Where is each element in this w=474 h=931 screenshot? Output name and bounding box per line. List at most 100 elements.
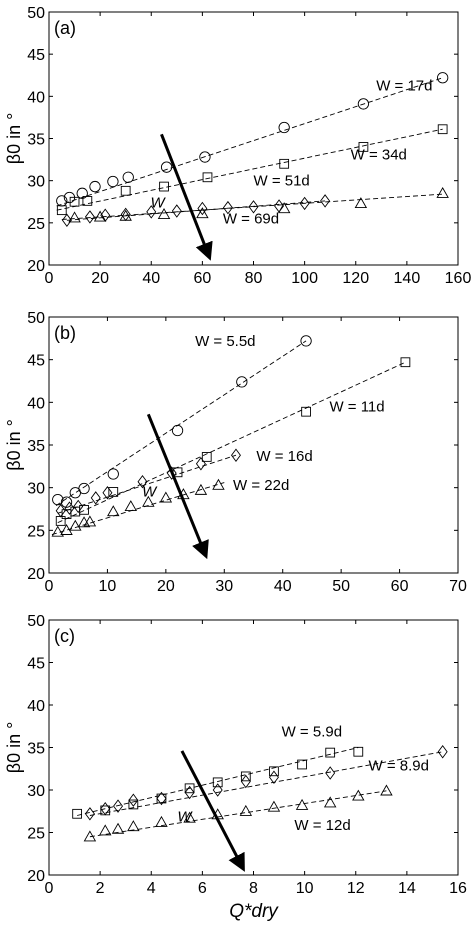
series-diamond: W = 8.9d xyxy=(84,745,448,821)
data-point xyxy=(212,783,223,797)
trend-arrow xyxy=(146,413,209,560)
data-point xyxy=(69,196,80,207)
trend-arrow xyxy=(180,750,245,872)
series-label: W = 69d xyxy=(223,211,279,228)
data-point xyxy=(83,830,97,842)
data-point xyxy=(159,491,173,503)
data-point xyxy=(137,474,148,489)
data-point xyxy=(184,785,195,800)
series-label: W = 22d xyxy=(233,477,289,494)
series-label: W = 11d xyxy=(329,399,384,416)
x-tick-label: 140 xyxy=(394,270,421,287)
data-point xyxy=(437,124,448,135)
x-tick-label: 30 xyxy=(215,578,233,595)
data-point xyxy=(352,789,365,801)
data-point xyxy=(301,406,311,417)
x-tick-label: 10 xyxy=(296,880,314,897)
data-point xyxy=(299,196,310,211)
x-tick-label: 16 xyxy=(449,880,467,897)
y-axis-label: β0 in ° xyxy=(4,419,24,471)
x-tick-label: 8 xyxy=(249,880,258,897)
data-point xyxy=(77,516,91,528)
series-label: W = 34d xyxy=(351,147,407,164)
data-point xyxy=(73,499,84,514)
fit-line xyxy=(51,482,225,536)
data-point xyxy=(240,774,251,789)
data-point xyxy=(157,208,171,220)
data-point xyxy=(295,798,309,810)
data-point xyxy=(277,202,291,214)
y-tick-label: 35 xyxy=(27,132,45,149)
x-tick-label: 60 xyxy=(193,270,211,287)
data-point xyxy=(113,799,123,813)
data-point xyxy=(84,210,95,224)
data-point xyxy=(72,808,82,819)
panel-label: (c) xyxy=(54,626,75,646)
data-point xyxy=(146,205,157,219)
series-label: W = 5.9d xyxy=(282,723,342,740)
fit-line xyxy=(57,361,406,524)
series-triangle: W = 12d xyxy=(83,784,393,842)
data-point xyxy=(111,822,125,834)
x-axis-label: Q*dry xyxy=(229,901,279,922)
data-point xyxy=(212,478,225,490)
x-tick-label: 12 xyxy=(347,880,365,897)
x-tick-label: 0 xyxy=(45,880,54,897)
series-label: W = 12d xyxy=(294,817,350,834)
data-point xyxy=(142,495,155,507)
x-tick-label: 120 xyxy=(342,270,369,287)
y-tick-label: 30 xyxy=(27,174,45,191)
data-point xyxy=(436,186,449,198)
data-point xyxy=(199,151,211,163)
data-point xyxy=(128,793,139,807)
y-tick-label: 40 xyxy=(27,395,45,412)
data-point xyxy=(122,171,134,183)
y-tick-label: 35 xyxy=(27,438,45,455)
chart-panel-2: 0 10 20 30 40 50 60 70 20 25 30 35 40 45 50 β0 in ° (b) W… xyxy=(4,310,467,595)
fit-line xyxy=(56,77,443,207)
x-tick-label: 10 xyxy=(99,578,117,595)
series-label: W = 16d xyxy=(256,448,312,465)
y-tick-label: 45 xyxy=(27,353,45,370)
data-point xyxy=(108,487,119,497)
data-point xyxy=(230,448,241,462)
y-tick-label: 50 xyxy=(27,5,45,22)
data-point xyxy=(279,158,290,169)
data-point xyxy=(300,335,312,347)
data-point xyxy=(267,800,281,812)
data-point xyxy=(82,196,93,206)
data-point xyxy=(120,185,131,196)
data-point xyxy=(354,197,368,209)
data-point xyxy=(357,98,370,110)
y-tick-label: 40 xyxy=(27,698,45,715)
x-tick-label: 50 xyxy=(332,578,350,595)
data-point xyxy=(83,515,97,527)
data-point xyxy=(325,766,336,780)
series-triangle: W = 69d xyxy=(61,186,449,228)
x-tick-label: 40 xyxy=(142,270,160,287)
fit-line xyxy=(57,454,237,514)
fit-line xyxy=(89,751,443,816)
data-point xyxy=(93,210,107,222)
x-tick-label: 60 xyxy=(391,578,409,595)
series-label: W = 51d xyxy=(254,173,310,190)
series-circle: W = 5.5d xyxy=(52,333,312,508)
data-point xyxy=(184,783,195,794)
y-tick-label: 25 xyxy=(27,216,45,233)
y-tick-label: 20 xyxy=(27,258,45,275)
y-tick-label: 40 xyxy=(27,89,45,106)
fit-line xyxy=(66,200,326,221)
data-point xyxy=(323,796,337,808)
data-point xyxy=(248,200,259,214)
fit-line xyxy=(56,128,443,211)
data-point xyxy=(78,482,90,495)
chart-panel-3: 0 2 4 6 8 10 12 14 16 20 25 30 35 40 45 50 β0 in ° (c) W =… xyxy=(4,613,467,922)
y-axis-label: β0 in ° xyxy=(4,722,24,774)
data-point xyxy=(196,207,209,219)
panel-label: (b) xyxy=(54,323,76,343)
series-square: W = 34d xyxy=(56,124,448,216)
data-point xyxy=(222,200,233,215)
data-point xyxy=(51,525,64,537)
data-point xyxy=(201,452,212,462)
